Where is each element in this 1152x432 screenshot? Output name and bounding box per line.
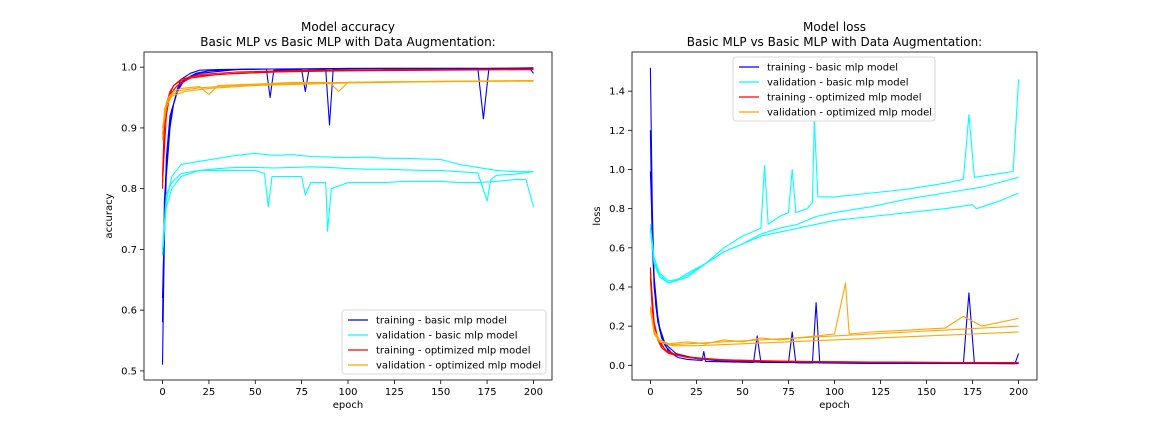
legend-label: validation - basic mlp model: [767, 78, 909, 89]
y-tick-label: 0.7: [121, 245, 137, 256]
series-line-1-run-0: [161, 152, 534, 256]
x-tick-label: 175: [478, 387, 497, 398]
y-tick-label: 1.4: [609, 87, 625, 98]
x-tick-label: 150: [431, 387, 450, 398]
legend-label: training - optimized mlp model: [376, 346, 531, 357]
series-line-3-run-0: [161, 79, 534, 141]
y-tick-label: 0.5: [121, 366, 137, 377]
x-tick-label: 200: [1009, 387, 1028, 398]
y-tick-label: 1.0: [609, 165, 625, 176]
x-axis-label: epoch: [819, 400, 849, 411]
y-tick-label: 0.4: [609, 282, 625, 293]
series-line-1-run-2: [161, 169, 535, 256]
y-axis-label: accuracy: [104, 193, 115, 238]
legend-box: [732, 56, 936, 122]
x-tick-label: 75: [295, 387, 308, 398]
series-line-1-run-1: [161, 166, 534, 250]
series-group: [161, 67, 535, 365]
y-tick-label: 0.9: [121, 123, 137, 134]
series-line-1-run-0: [649, 79, 1020, 282]
x-axis-label: epoch: [333, 400, 363, 411]
series-group: [649, 67, 1020, 365]
x-tick-label: 50: [249, 387, 262, 398]
x-tick-label: 125: [385, 387, 404, 398]
x-tick-label: 100: [825, 387, 844, 398]
series-line-2-run-0: [649, 267, 1019, 364]
legend-box: [341, 309, 547, 375]
x-tick-label: 50: [736, 387, 749, 398]
x-tick-label: 100: [338, 387, 357, 398]
y-tick-label: 0.8: [121, 184, 137, 195]
x-tick-label: 0: [159, 387, 165, 398]
chart-subtitle: Basic MLP vs Basic MLP with Data Augment…: [687, 35, 982, 49]
y-axis-label: loss: [592, 206, 603, 225]
y-tick-label: 0.0: [609, 361, 625, 372]
legend-label: training - basic mlp model: [376, 316, 507, 327]
y-tick-label: 1.2: [609, 126, 625, 137]
x-tick-label: 25: [203, 387, 216, 398]
series-line-1-run-2: [649, 192, 1019, 284]
legend-label: validation - basic mlp model: [376, 331, 518, 342]
legend: training - basic mlp model validation - b…: [341, 309, 547, 375]
legend: training - basic mlp model validation - b…: [732, 56, 936, 122]
series-line-3-run-2: [649, 308, 1019, 347]
y-tick-label: 0.6: [609, 243, 625, 254]
y-tick-label: 1.0: [121, 63, 137, 74]
legend-label: training - basic mlp model: [767, 63, 898, 74]
series-line-0-run-1: [161, 67, 534, 323]
legend-label: validation - optimized mlp model: [767, 108, 932, 119]
y-tick-label: 0.8: [609, 204, 625, 215]
legend-label: training - optimized mlp model: [767, 93, 922, 104]
chart-title: Model loss: [803, 20, 866, 34]
x-tick-label: 125: [871, 387, 890, 398]
x-tick-label: 150: [917, 387, 936, 398]
x-tick-label: 25: [690, 387, 703, 398]
series-line-2-run-2: [649, 271, 1019, 364]
series-line-2-run-1: [649, 277, 1019, 364]
series-line-0-run-2: [161, 67, 534, 299]
x-tick-label: 0: [647, 387, 653, 398]
chart-title: Model accuracy: [301, 20, 395, 34]
y-tick-label: 0.6: [121, 306, 137, 317]
legend-label: validation - optimized mlp model: [376, 361, 541, 372]
series-line-3-run-2: [161, 79, 534, 135]
series-line-2-run-2: [161, 69, 534, 183]
x-tick-label: 175: [963, 387, 982, 398]
x-tick-label: 75: [782, 387, 795, 398]
series-line-1-run-1: [649, 176, 1019, 284]
chart-subtitle: Basic MLP vs Basic MLP with Data Augment…: [200, 35, 495, 49]
y-tick-label: 0.2: [609, 322, 625, 333]
x-tick-label: 200: [524, 387, 543, 398]
